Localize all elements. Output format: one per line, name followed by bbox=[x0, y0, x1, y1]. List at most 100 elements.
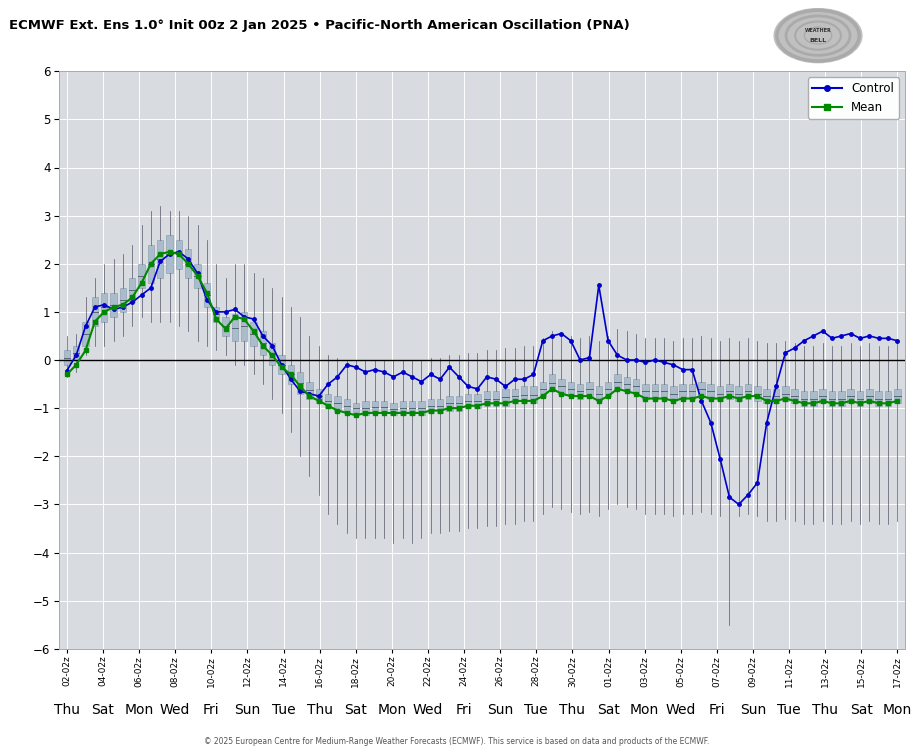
Bar bbox=[147, 244, 154, 283]
Bar bbox=[120, 288, 126, 312]
Bar bbox=[465, 394, 472, 408]
Bar bbox=[717, 386, 723, 401]
Bar bbox=[652, 384, 658, 398]
Bar bbox=[390, 404, 397, 416]
Legend: Control, Mean: Control, Mean bbox=[808, 77, 899, 118]
Control bbox=[771, 382, 781, 391]
Bar bbox=[558, 380, 565, 394]
Bar bbox=[362, 401, 368, 416]
Bar bbox=[773, 388, 780, 404]
Bar bbox=[437, 398, 443, 413]
Bar bbox=[605, 382, 611, 396]
Text: © 2025 European Centre for Medium-Range Weather Forecasts (ECMWF). This service : © 2025 European Centre for Medium-Range … bbox=[205, 737, 709, 746]
Bar bbox=[344, 398, 350, 413]
Bar bbox=[175, 240, 182, 268]
Bar bbox=[157, 240, 164, 278]
Bar bbox=[73, 346, 80, 360]
Control bbox=[892, 336, 903, 345]
Bar bbox=[278, 356, 285, 374]
Bar bbox=[614, 374, 621, 388]
Bar bbox=[138, 264, 144, 288]
Bar bbox=[381, 401, 388, 413]
Mean bbox=[892, 397, 903, 406]
Bar bbox=[129, 278, 135, 302]
Bar bbox=[185, 249, 191, 278]
Bar bbox=[399, 401, 406, 416]
Bar bbox=[419, 401, 425, 416]
Bar bbox=[353, 404, 359, 413]
Bar bbox=[195, 264, 201, 288]
Bar bbox=[568, 382, 574, 396]
Bar bbox=[829, 392, 835, 406]
Text: WEATHER: WEATHER bbox=[804, 28, 832, 32]
Text: BELL: BELL bbox=[810, 38, 826, 43]
Bar bbox=[792, 388, 798, 404]
Bar bbox=[856, 392, 864, 406]
Bar bbox=[446, 396, 452, 410]
Bar bbox=[548, 374, 556, 392]
Mean bbox=[61, 370, 72, 379]
Bar bbox=[838, 392, 845, 406]
Bar bbox=[801, 392, 807, 406]
Mean bbox=[873, 399, 884, 408]
Bar bbox=[632, 380, 640, 394]
Bar bbox=[213, 307, 219, 322]
Bar bbox=[876, 392, 882, 406]
Bar bbox=[455, 396, 462, 410]
Bar bbox=[269, 344, 275, 364]
Bar bbox=[763, 388, 770, 404]
Text: ECMWF Ext. Ens 1.0° Init 00z 2 Jan 2025 • Pacific-North American Oscillation (PN: ECMWF Ext. Ens 1.0° Init 00z 2 Jan 2025 … bbox=[9, 19, 630, 32]
Bar bbox=[101, 292, 108, 322]
Bar bbox=[204, 283, 210, 307]
Control bbox=[649, 356, 660, 364]
Bar bbox=[493, 392, 499, 406]
Mean bbox=[164, 248, 175, 256]
Bar bbox=[231, 314, 239, 340]
Bar bbox=[512, 388, 518, 404]
Mean bbox=[351, 411, 362, 420]
Bar bbox=[241, 312, 248, 340]
Bar bbox=[260, 332, 266, 356]
Bar bbox=[707, 384, 714, 398]
Bar bbox=[885, 392, 891, 406]
Control bbox=[790, 344, 801, 352]
Line: Control: Control bbox=[65, 250, 899, 506]
Control bbox=[873, 334, 884, 343]
Bar bbox=[586, 382, 592, 396]
Mean bbox=[323, 401, 334, 410]
Bar bbox=[521, 386, 527, 404]
Bar bbox=[64, 350, 70, 364]
Control bbox=[61, 366, 72, 375]
Bar bbox=[689, 384, 696, 398]
Bar bbox=[679, 384, 686, 398]
Bar bbox=[474, 394, 481, 408]
Circle shape bbox=[774, 9, 862, 63]
Bar bbox=[315, 388, 322, 404]
Bar bbox=[894, 388, 900, 404]
Bar bbox=[745, 384, 751, 398]
Control bbox=[733, 500, 744, 508]
Bar bbox=[726, 384, 733, 398]
Bar bbox=[810, 392, 817, 406]
Bar bbox=[820, 388, 826, 404]
Bar bbox=[288, 364, 294, 384]
Bar bbox=[111, 292, 117, 316]
Bar bbox=[484, 392, 490, 406]
Bar bbox=[222, 316, 228, 336]
Bar bbox=[577, 384, 583, 398]
Bar bbox=[866, 388, 873, 404]
Mean bbox=[771, 397, 781, 406]
Bar bbox=[324, 394, 332, 408]
Bar bbox=[847, 388, 854, 404]
Bar bbox=[82, 322, 89, 346]
Bar bbox=[530, 386, 537, 404]
Bar bbox=[643, 384, 649, 398]
Bar bbox=[502, 388, 509, 406]
Bar bbox=[372, 401, 378, 413]
Control bbox=[323, 380, 334, 388]
Mean bbox=[790, 397, 801, 406]
Bar bbox=[91, 298, 98, 326]
Control bbox=[183, 254, 194, 263]
Bar bbox=[166, 235, 173, 274]
Line: Mean: Mean bbox=[65, 250, 899, 417]
